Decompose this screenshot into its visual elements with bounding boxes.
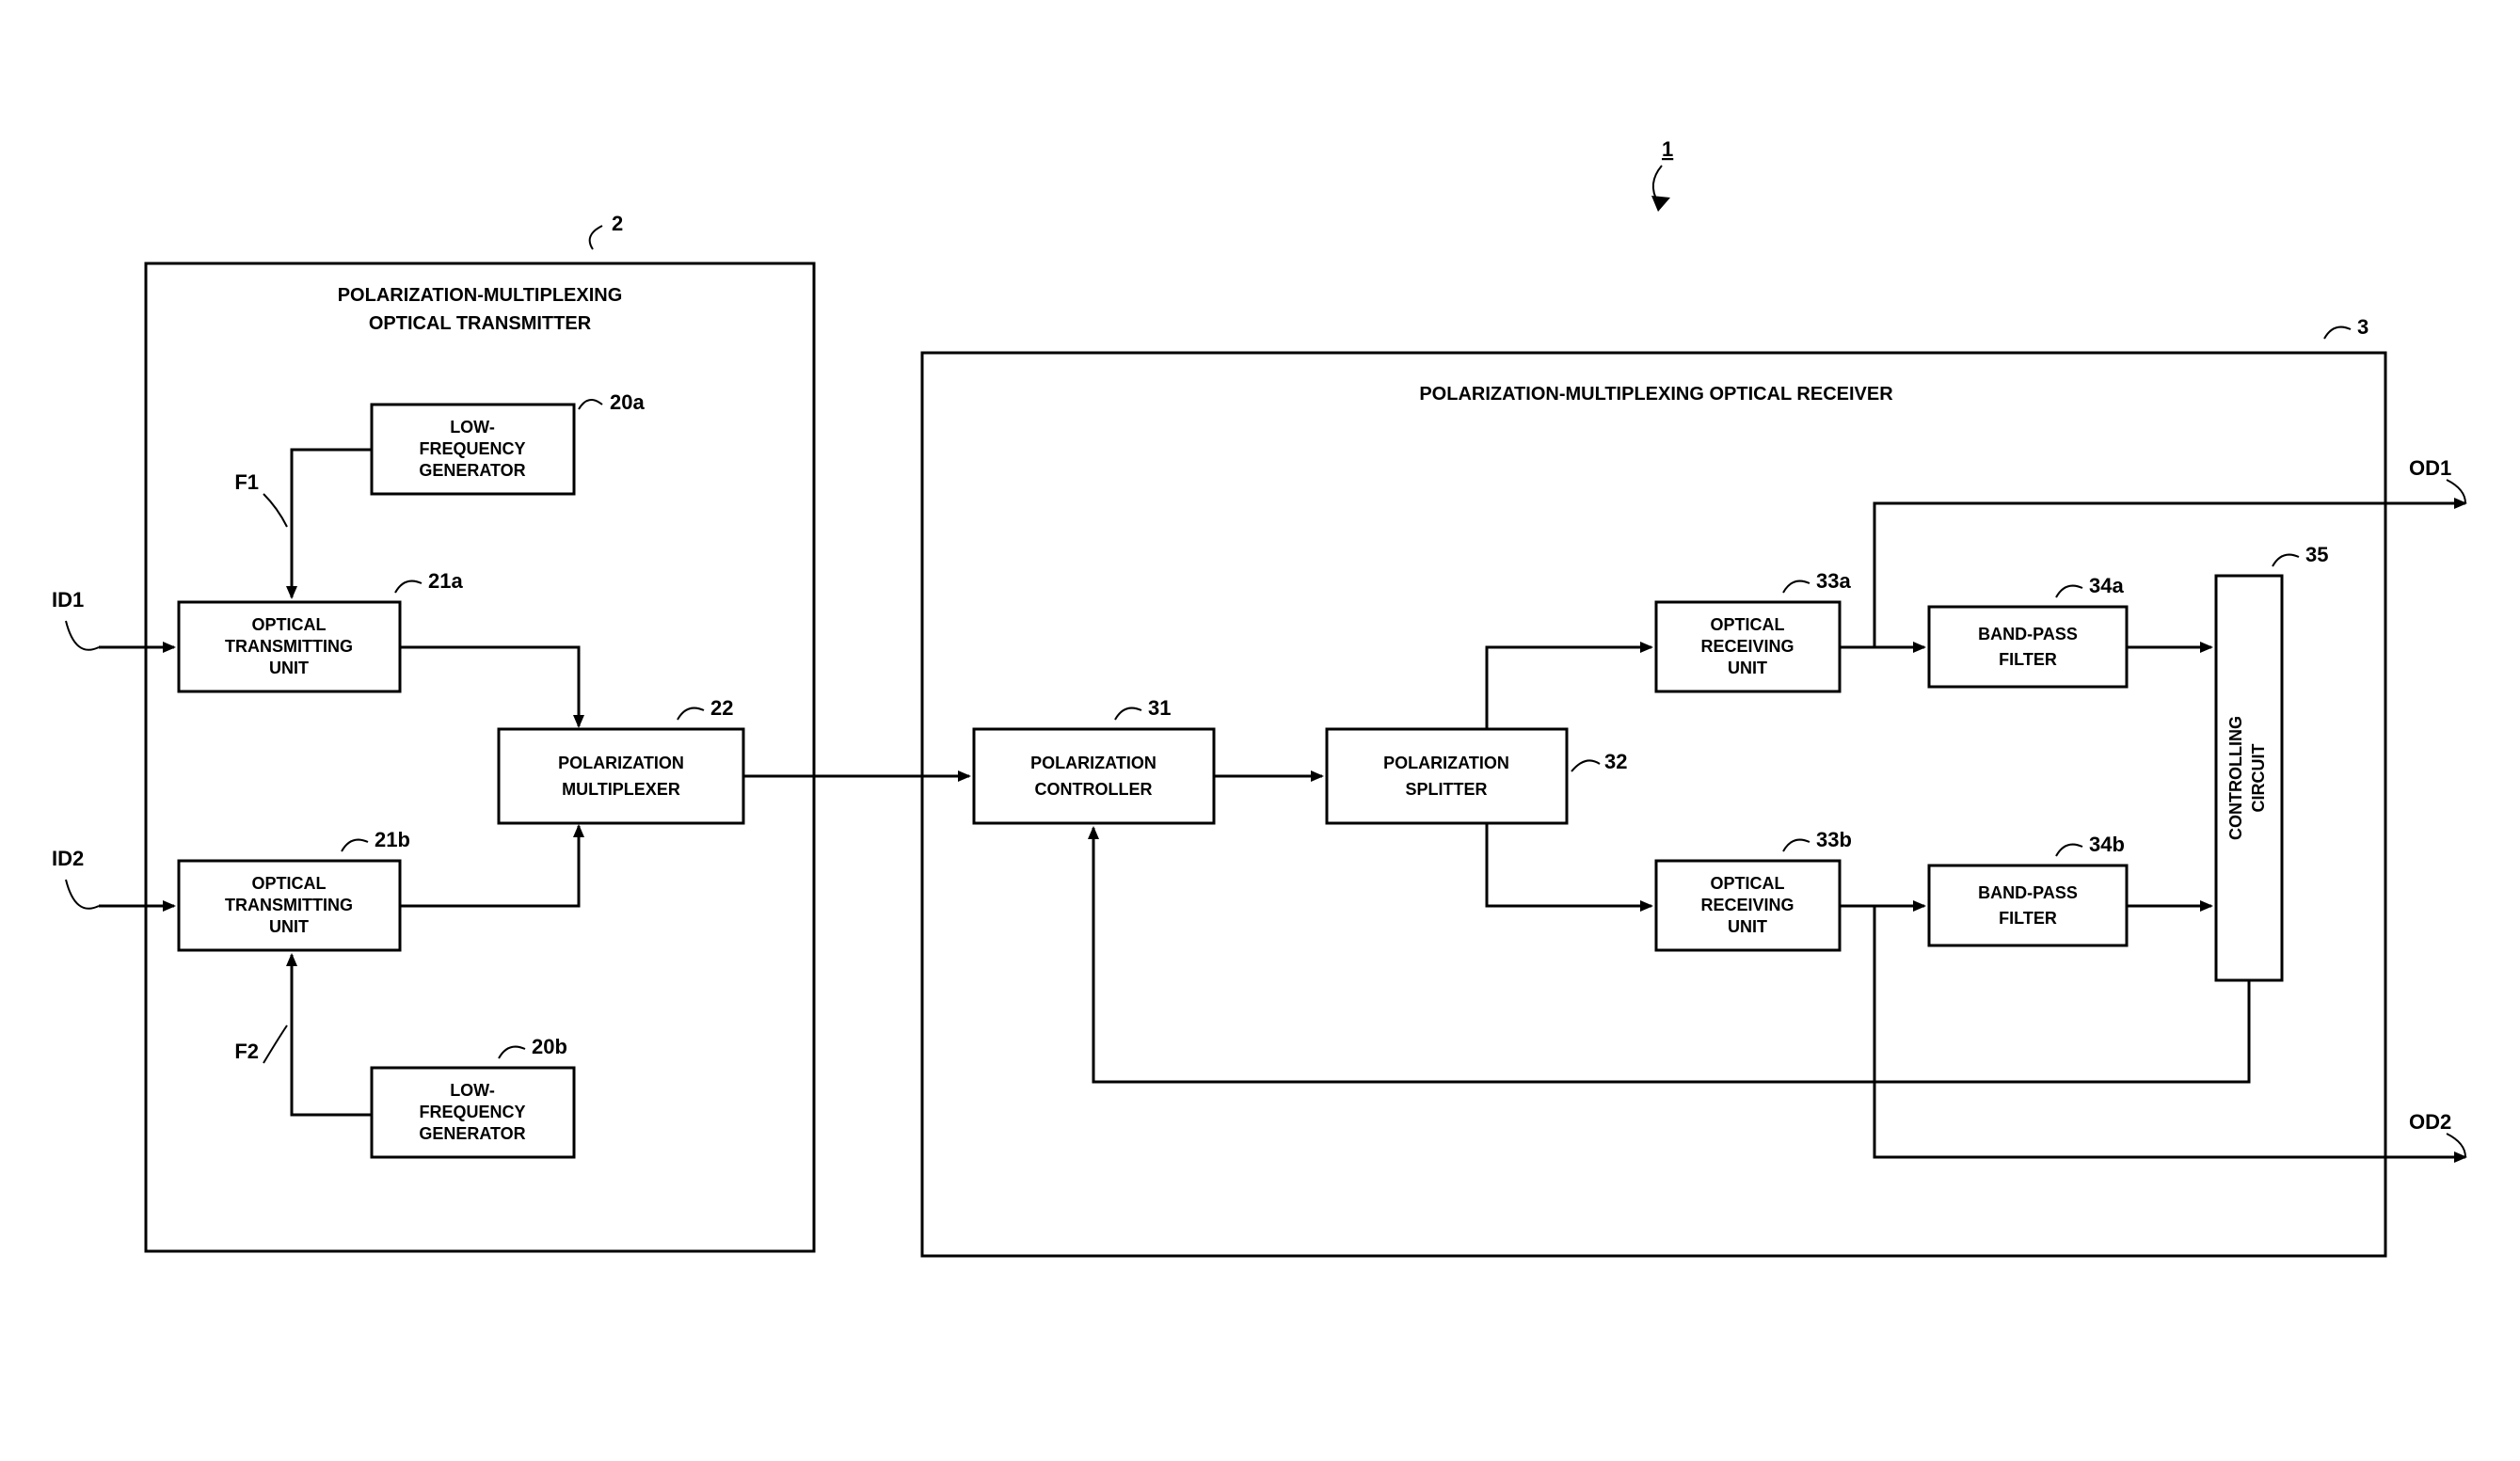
lfg-b-ref: 20b — [532, 1035, 567, 1058]
cc-ref: 35 — [2305, 543, 2328, 566]
transmitter-title-1: POLARIZATION-MULTIPLEXING — [338, 285, 623, 306]
bpf-a-ref: 34a — [2089, 574, 2124, 597]
oru-a-line3: UNIT — [1728, 659, 1767, 677]
cc-line2: CIRCUIT — [2249, 744, 2268, 813]
psplit-ref: 32 — [1604, 750, 1627, 773]
lfg-b-line3: GENERATOR — [419, 1124, 525, 1143]
signal-id2: ID2 — [52, 847, 84, 870]
low-frequency-generator-a: LOW- FREQUENCY GENERATOR 20a — [372, 390, 645, 494]
oru-b-line3: UNIT — [1728, 917, 1767, 936]
otu-a-line1: OPTICAL — [252, 615, 327, 634]
oru-b-line2: RECEIVING — [1700, 896, 1794, 914]
system-ref-number: 1 — [1662, 137, 1673, 161]
pmux-line2: MULTIPLEXER — [562, 780, 680, 799]
otu-a-line3: UNIT — [269, 659, 309, 677]
band-pass-filter-a: BAND-PASS FILTER 34a — [1929, 574, 2127, 687]
otu-b-line3: UNIT — [269, 917, 309, 936]
lfg-b-line2: FREQUENCY — [419, 1103, 525, 1121]
otu-b-line1: OPTICAL — [252, 874, 327, 893]
pctrl-ref: 31 — [1148, 696, 1171, 720]
optical-transmitting-unit-b: OPTICAL TRANSMITTING UNIT 21b — [179, 828, 410, 950]
bpf-a-line1: BAND-PASS — [1978, 625, 2078, 643]
polarization-multiplexer: POLARIZATION MULTIPLEXER 22 — [499, 696, 743, 823]
otu-b-ref: 21b — [375, 828, 410, 851]
optical-receiving-unit-a: OPTICAL RECEIVING UNIT 33a — [1656, 569, 1851, 691]
lfg-a-line1: LOW- — [450, 418, 495, 437]
lfg-a-line2: FREQUENCY — [419, 439, 525, 458]
pmux-ref: 22 — [710, 696, 733, 720]
oru-a-ref: 33a — [1816, 569, 1851, 593]
bpf-b-line1: BAND-PASS — [1978, 883, 2078, 902]
receiver-title: POLARIZATION-MULTIPLEXING OPTICAL RECEIV… — [1419, 384, 1893, 405]
bpf-a-line2: FILTER — [1999, 650, 2057, 669]
oru-b-line1: OPTICAL — [1711, 874, 1785, 893]
otu-a-ref: 21a — [428, 569, 463, 593]
system-ref-label: 1 — [1651, 137, 1673, 212]
bpf-b-line2: FILTER — [1999, 909, 2057, 928]
pctrl-line1: POLARIZATION — [1030, 754, 1156, 772]
lfg-a-line3: GENERATOR — [419, 461, 525, 480]
oru-a-line2: RECEIVING — [1700, 637, 1794, 656]
otu-b-line2: TRANSMITTING — [225, 896, 353, 914]
signal-f2: F2 — [234, 1040, 259, 1063]
receiver-ref-number: 3 — [2357, 315, 2368, 339]
transmitter-title-2: OPTICAL TRANSMITTER — [369, 313, 592, 334]
low-frequency-generator-b: LOW- FREQUENCY GENERATOR 20b — [372, 1035, 574, 1157]
oru-b-ref: 33b — [1816, 828, 1852, 851]
psplit-line1: POLARIZATION — [1383, 754, 1509, 772]
polarization-controller: POLARIZATION CONTROLLER 31 — [974, 696, 1214, 823]
polarization-splitter: POLARIZATION SPLITTER 32 — [1327, 729, 1627, 823]
signal-od1: OD1 — [2409, 456, 2451, 480]
psplit-line2: SPLITTER — [1405, 780, 1487, 799]
cc-line1: CONTROLLING — [2226, 716, 2245, 840]
optical-transmitting-unit-a: OPTICAL TRANSMITTING UNIT 21a — [179, 569, 463, 691]
band-pass-filter-b: BAND-PASS FILTER 34b — [1929, 833, 2127, 945]
lfg-a-ref: 20a — [610, 390, 645, 414]
signal-id1: ID1 — [52, 588, 84, 611]
pctrl-line2: CONTROLLER — [1035, 780, 1153, 799]
signal-f1: F1 — [234, 470, 259, 494]
otu-a-line2: TRANSMITTING — [225, 637, 353, 656]
controlling-circuit: CONTROLLING CIRCUIT 35 — [2216, 543, 2328, 980]
lfg-b-line1: LOW- — [450, 1081, 495, 1100]
transmitter-ref-number: 2 — [612, 212, 623, 235]
pmux-line1: POLARIZATION — [558, 754, 684, 772]
signal-od2: OD2 — [2409, 1110, 2451, 1134]
optical-receiving-unit-b: OPTICAL RECEIVING UNIT 33b — [1656, 828, 1852, 950]
oru-a-line1: OPTICAL — [1711, 615, 1785, 634]
bpf-b-ref: 34b — [2089, 833, 2125, 856]
